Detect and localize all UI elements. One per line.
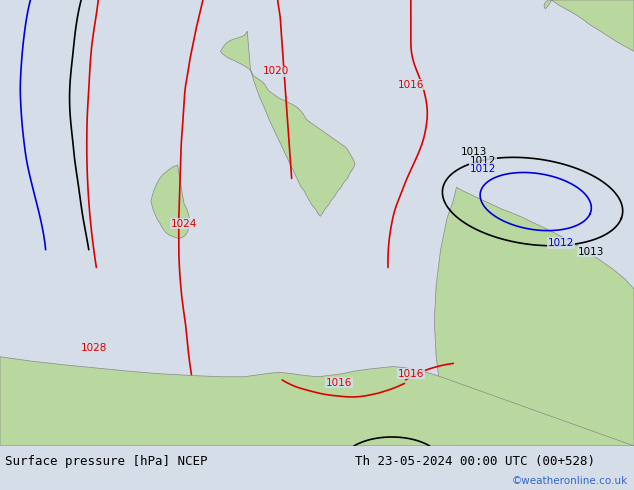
Text: 1016: 1016 [398, 368, 424, 379]
Polygon shape [434, 187, 634, 446]
Text: Surface pressure [hPa] NCEP: Surface pressure [hPa] NCEP [5, 455, 207, 468]
Text: ©weatheronline.co.uk: ©weatheronline.co.uk [512, 476, 628, 487]
Text: Th 23-05-2024 00:00 UTC (00+528): Th 23-05-2024 00:00 UTC (00+528) [355, 455, 595, 468]
Text: 1016: 1016 [398, 80, 424, 90]
Polygon shape [221, 31, 355, 216]
Text: 1012: 1012 [548, 238, 574, 248]
Text: 1024: 1024 [171, 219, 197, 229]
Polygon shape [151, 165, 190, 239]
Polygon shape [544, 0, 634, 51]
Text: 1013: 1013 [578, 247, 604, 257]
Text: 1020: 1020 [262, 66, 289, 76]
Text: 1016: 1016 [326, 378, 353, 388]
Text: 1028: 1028 [81, 343, 107, 353]
Polygon shape [0, 357, 634, 446]
Text: 1013: 1013 [461, 147, 488, 157]
Text: 1012: 1012 [470, 164, 496, 173]
Text: 1012: 1012 [470, 155, 496, 166]
